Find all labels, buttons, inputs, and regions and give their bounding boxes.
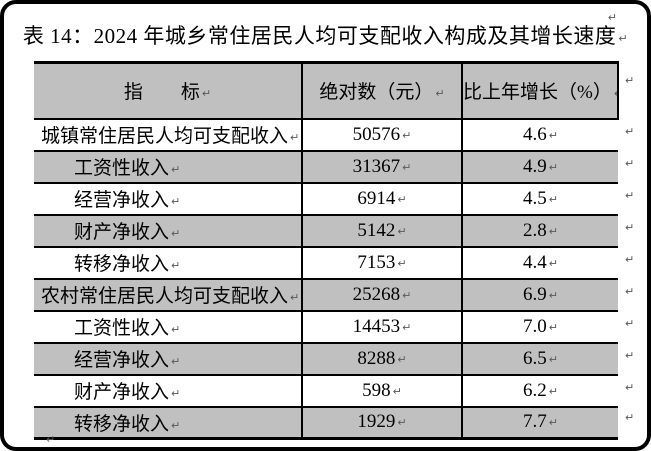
row-growth: 4.6 ↵: [462, 118, 618, 152]
header-absolute-value: 绝对数（元） ↵: [302, 62, 463, 120]
row-growth: 4.4 ↵: [462, 246, 618, 280]
row-growth: 6.5 ↵: [462, 342, 618, 376]
cell-mark-icon: ↵: [171, 259, 181, 272]
row-label: 经营净收入 ↵: [34, 182, 303, 216]
table-row: 转移净收入 ↵ 7153 ↵ 4.4 ↵: [34, 246, 618, 280]
cell-mark-icon: ↵: [397, 192, 407, 206]
cell-mark-icon: ↵: [548, 352, 558, 366]
income-table: 指 标↵ 绝对数（元）↵ 比上年增长（%）↵ 城镇常住居民人均可支配收入↵ 50…: [34, 61, 619, 440]
row-growth: 4.9 ↵: [462, 150, 618, 184]
table-row: 财产净收入 ↵ 5142 ↵ 2.8 ↵: [34, 214, 618, 248]
row-growth: 6.9 ↵: [462, 278, 618, 312]
cell-mark-icon: ↵: [171, 195, 181, 208]
header-indicator: 指 标 ↵: [34, 62, 303, 120]
cell-mark-icon: ↵: [290, 131, 300, 144]
cell-mark-icon: ↵: [548, 416, 558, 430]
row-label: 城镇常住居民人均可支配收入 ↵: [34, 118, 303, 152]
row-mark-icon: ↵: [625, 253, 635, 266]
cell-mark-icon: ↵: [548, 224, 558, 238]
paragraph-mark-icon: ↵: [46, 433, 56, 446]
row-label: 财产净收入 ↵: [34, 374, 303, 408]
row-value: 5142 ↵: [302, 214, 463, 248]
row-value: 31367 ↵: [302, 150, 463, 184]
cell-mark-icon: ↵: [397, 224, 407, 238]
row-growth: 7.7 ↵: [462, 406, 618, 439]
cell-mark-icon: ↵: [201, 87, 212, 101]
table-row: 财产净收入 ↵ 598 ↵ 6.2 ↵: [34, 374, 618, 408]
cell-mark-icon: ↵: [402, 288, 412, 302]
cell-mark-icon: ↵: [548, 192, 558, 206]
cell-mark-icon: ↵: [402, 128, 412, 142]
row-mark-icon: ↵: [625, 189, 635, 202]
row-label: 工资性收入 ↵: [34, 310, 303, 344]
cell-mark-icon: ↵: [171, 323, 181, 336]
table-row: 经营净收入 ↵ 8288 ↵ 6.5 ↵: [34, 342, 618, 376]
cell-mark-icon: ↵: [402, 320, 412, 334]
header-growth: 比上年增长（%）↵: [462, 62, 619, 120]
cell-mark-icon: ↵: [548, 384, 558, 398]
row-growth: 2.8 ↵: [462, 214, 618, 248]
table-title: 表 14：2024 年城乡常住居民人均可支配收入构成及其增长速度 ↵: [4, 20, 647, 50]
cell-mark-icon: ↵: [548, 128, 558, 142]
cell-mark-icon: ↵: [548, 288, 558, 302]
row-growth: 7.0 ↵: [462, 310, 618, 344]
row-value: 8288 ↵: [302, 342, 463, 376]
row-mark-icon: ↵: [625, 125, 635, 138]
cell-mark-icon: ↵: [171, 355, 181, 368]
row-growth: 4.5 ↵: [462, 182, 618, 216]
table-row: 转移净收入 ↵ 1929 ↵ 7.7 ↵: [34, 406, 618, 439]
row-label: 转移净收入 ↵: [34, 246, 303, 280]
table-row: 经营净收入 ↵ 6914 ↵ 4.5 ↵: [34, 182, 618, 216]
cell-mark-icon: ↵: [548, 320, 558, 334]
table-row: 农村常住居民人均可支配收入 ↵ 25268 ↵ 6.9 ↵: [34, 278, 618, 312]
cell-mark-icon: ↵: [435, 87, 445, 101]
row-label: 工资性收入 ↵: [34, 150, 303, 184]
row-mark-icon: ↵: [625, 285, 635, 298]
cell-mark-icon: ↵: [397, 416, 407, 430]
row-value: 7153 ↵: [302, 246, 463, 280]
cell-mark-icon: ↵: [290, 291, 300, 304]
table-row: 工资性收入 ↵ 31367 ↵ 4.9 ↵: [34, 150, 618, 184]
row-mark-icon: ↵: [625, 221, 635, 234]
row-label: 转移净收入 ↵: [34, 406, 303, 439]
row-mark-icon: ↵: [625, 381, 635, 394]
cell-mark-icon: ↵: [171, 163, 181, 176]
row-mark-icon: ↵: [625, 74, 635, 87]
cell-mark-icon: ↵: [397, 352, 407, 366]
table-row: 城镇常住居民人均可支配收入 ↵ 50576 ↵ 4.6 ↵: [34, 118, 618, 152]
row-value: 14453 ↵: [302, 310, 463, 344]
row-mark-icon: ↵: [625, 411, 635, 424]
row-value: 598 ↵: [302, 374, 463, 408]
cell-mark-icon: ↵: [392, 384, 402, 398]
cell-mark-icon: ↵: [614, 87, 616, 100]
row-label: 经营净收入 ↵: [34, 342, 303, 376]
cell-mark-icon: ↵: [397, 256, 407, 270]
paragraph-mark-icon: ↵: [607, 11, 617, 24]
paragraph-mark-icon: ↵: [618, 32, 629, 45]
row-mark-icon: ↵: [625, 157, 635, 170]
row-mark-icon: ↵: [625, 317, 635, 330]
table-title-text: 表 14：2024 年城乡常住居民人均可支配收入构成及其增长速度: [22, 24, 617, 48]
cell-mark-icon: ↵: [402, 160, 412, 174]
row-label: 财产净收入 ↵: [34, 214, 303, 248]
row-growth: 6.2 ↵: [462, 374, 618, 408]
row-label: 农村常住居民人均可支配收入 ↵: [34, 278, 303, 312]
row-mark-icon: ↵: [625, 349, 635, 362]
cell-mark-icon: ↵: [548, 160, 558, 174]
row-value: 25268 ↵: [302, 278, 463, 312]
table-row: 工资性收入 ↵ 14453 ↵ 7.0 ↵: [34, 310, 618, 344]
cell-mark-icon: ↵: [548, 256, 558, 270]
row-value: 6914 ↵: [302, 182, 463, 216]
cell-mark-icon: ↵: [171, 387, 181, 400]
row-value: 50576 ↵: [302, 118, 463, 152]
row-value: 1929 ↵: [302, 406, 463, 439]
table-header-row: 指 标↵ 绝对数（元）↵ 比上年增长（%）↵: [34, 62, 619, 120]
cell-mark-icon: ↵: [171, 418, 181, 432]
cell-mark-icon: ↵: [171, 227, 181, 240]
